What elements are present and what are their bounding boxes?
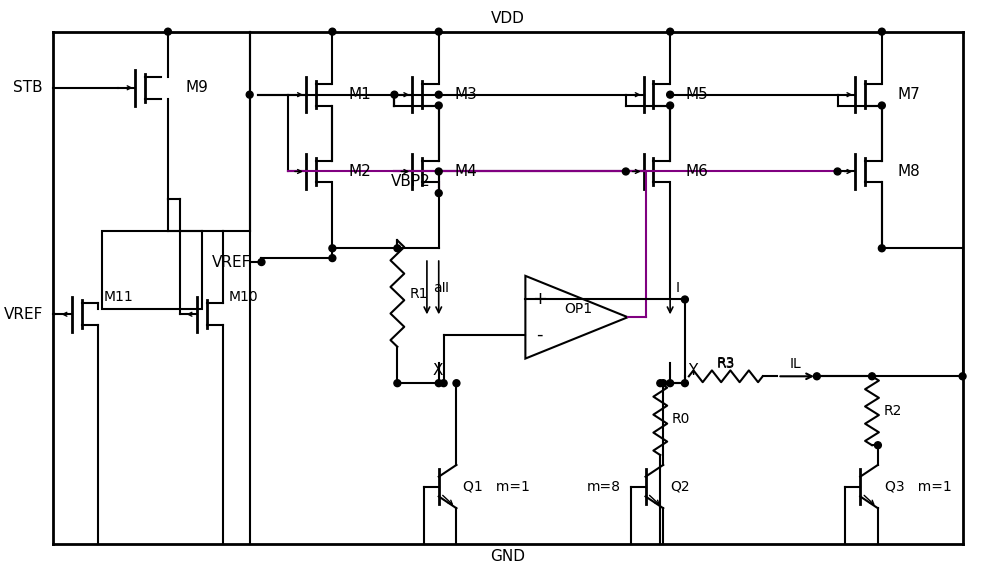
Text: R3: R3 — [717, 357, 735, 372]
Text: M2: M2 — [348, 164, 371, 179]
Text: R3: R3 — [717, 356, 735, 369]
Text: OP1: OP1 — [564, 302, 593, 316]
Circle shape — [435, 102, 442, 109]
Text: Y: Y — [688, 363, 697, 378]
Text: M1: M1 — [348, 87, 371, 102]
Circle shape — [657, 380, 664, 386]
Circle shape — [435, 28, 442, 35]
Circle shape — [869, 373, 875, 380]
Text: M7: M7 — [898, 87, 920, 102]
Text: X: X — [432, 363, 443, 378]
Circle shape — [878, 245, 885, 252]
Circle shape — [258, 259, 265, 266]
Circle shape — [391, 91, 398, 98]
Text: VBP2: VBP2 — [391, 174, 431, 189]
Circle shape — [246, 91, 253, 98]
Text: M4: M4 — [454, 164, 477, 179]
Circle shape — [878, 102, 885, 109]
Text: -: - — [536, 326, 542, 344]
Circle shape — [660, 380, 667, 386]
Text: +: + — [532, 291, 547, 308]
Circle shape — [667, 102, 674, 109]
Text: M3: M3 — [454, 87, 477, 102]
Text: R1: R1 — [409, 287, 428, 300]
Text: VDD: VDD — [491, 11, 525, 26]
Circle shape — [329, 245, 336, 252]
Circle shape — [834, 168, 841, 175]
Circle shape — [878, 28, 885, 35]
Circle shape — [681, 380, 688, 386]
Text: aI: aI — [433, 280, 445, 295]
Circle shape — [435, 190, 442, 197]
Text: I: I — [445, 280, 449, 295]
Circle shape — [394, 245, 401, 252]
Circle shape — [681, 296, 688, 303]
Circle shape — [435, 380, 442, 386]
Text: I: I — [676, 280, 680, 295]
Circle shape — [435, 91, 442, 98]
Circle shape — [440, 380, 447, 386]
Text: VREF: VREF — [212, 255, 252, 270]
Circle shape — [622, 168, 629, 175]
Text: M10: M10 — [229, 290, 259, 304]
Text: M5: M5 — [686, 87, 709, 102]
Text: IL: IL — [789, 357, 801, 372]
Circle shape — [394, 380, 401, 386]
Circle shape — [667, 380, 674, 386]
Circle shape — [329, 28, 336, 35]
Text: Q1   m=1: Q1 m=1 — [463, 479, 530, 494]
Circle shape — [435, 168, 442, 175]
Circle shape — [874, 442, 881, 449]
Bar — [102, 230, 202, 310]
Circle shape — [667, 28, 674, 35]
Text: Q3   m=1: Q3 m=1 — [885, 479, 952, 494]
Text: m=8: m=8 — [587, 479, 621, 494]
Text: M9: M9 — [186, 80, 209, 95]
Text: Q2: Q2 — [670, 479, 690, 494]
Circle shape — [453, 380, 460, 386]
Text: M6: M6 — [686, 164, 709, 179]
Text: VREF: VREF — [4, 307, 43, 321]
Circle shape — [329, 255, 336, 262]
Text: R2: R2 — [884, 404, 902, 418]
Circle shape — [667, 91, 674, 98]
Text: STB: STB — [13, 80, 43, 95]
Text: GND: GND — [490, 549, 525, 564]
Text: M11: M11 — [104, 290, 134, 304]
Circle shape — [959, 373, 966, 380]
Circle shape — [813, 373, 820, 380]
Circle shape — [164, 28, 171, 35]
Text: M8: M8 — [898, 164, 920, 179]
Text: R0: R0 — [672, 412, 690, 426]
